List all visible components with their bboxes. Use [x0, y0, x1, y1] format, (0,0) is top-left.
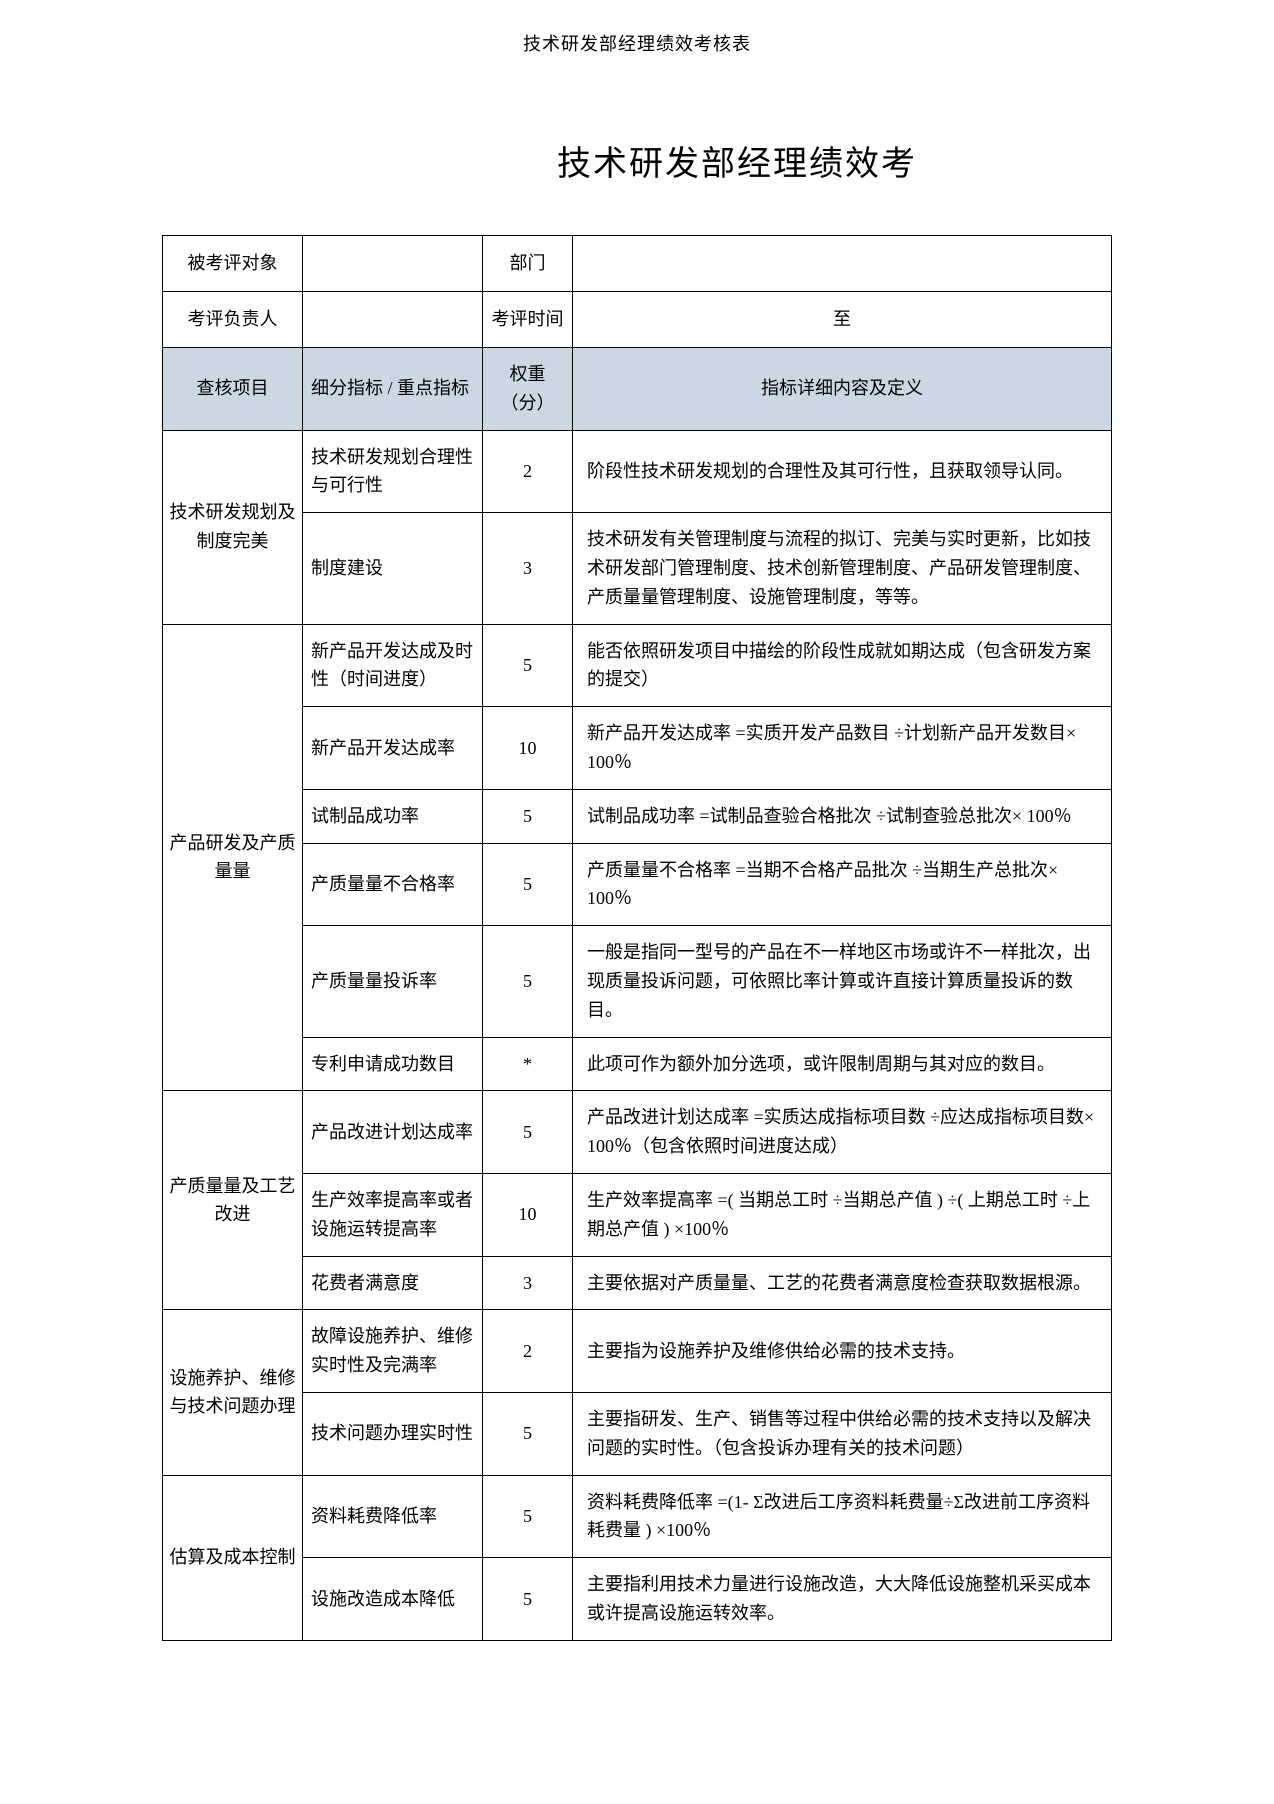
meta-row-reviewer: 考评负责人 考评时间 至 [163, 292, 1112, 348]
weight-cell: 3 [483, 1256, 573, 1310]
description-cell: 主要指研发、生产、销售等过程中供给必需的技术支持以及解决问题的实时性。（包含投诉… [573, 1392, 1112, 1475]
table-row: 产质量量投诉率5一般是指同一型号的产品在不一样地区市场或许不一样批次，出现质量投… [163, 926, 1112, 1037]
category-cell: 技术研发规划及制度完美 [163, 430, 303, 624]
table-row: 专利申请成功数目*此项可作为额外加分选项，或许限制周期与其对应的数目。 [163, 1037, 1112, 1091]
subject-value [303, 236, 483, 292]
reviewer-label: 考评负责人 [163, 292, 303, 348]
col-metric: 细分指标 / 重点指标 [303, 348, 483, 431]
dept-value [573, 236, 1112, 292]
description-cell: 能否依照研发项目中描绘的阶段性成就如期达成（包含研发方案的提交） [573, 624, 1112, 707]
description-cell: 主要依据对产质量量、工艺的花费者满意度检查获取数据根源。 [573, 1256, 1112, 1310]
table-row: 产质量量不合格率5产质量量不合格率 =当期不合格产品批次 ÷当期生产总批次× 1… [163, 843, 1112, 926]
metric-cell: 技术问题办理实时性 [303, 1392, 483, 1475]
col-category: 查核项目 [163, 348, 303, 431]
table-row: 产质量量及工艺改进产品改进计划达成率5产品改进计划达成率 =实质达成指标项目数 … [163, 1091, 1112, 1174]
metric-cell: 新产品开发达成及时性（时间进度） [303, 624, 483, 707]
table-row: 生产效率提高率或者设施运转提高率10生产效率提高率 =( 当期总工时 ÷当期总产… [163, 1173, 1112, 1256]
page-header: 技术研发部经理绩效考核表 [0, 0, 1274, 56]
metric-cell: 产质量量不合格率 [303, 843, 483, 926]
time-to-label: 至 [573, 292, 1112, 348]
table-row: 试制品成功率5试制品成功率 =试制品查验合格批次 ÷试制查验总批次× 100％ [163, 789, 1112, 843]
description-cell: 主要指为设施养护及维修供给必需的技术支持。 [573, 1310, 1112, 1393]
table-row: 花费者满意度3主要依据对产质量量、工艺的花费者满意度检查获取数据根源。 [163, 1256, 1112, 1310]
category-cell: 产质量量及工艺改进 [163, 1091, 303, 1310]
weight-cell: 10 [483, 707, 573, 790]
metric-cell: 故障设施养护、维修实时性及完满率 [303, 1310, 483, 1393]
metric-cell: 产品改进计划达成率 [303, 1091, 483, 1174]
main-title: 技术研发部经理绩效考 [0, 136, 1274, 185]
weight-cell: 3 [483, 513, 573, 624]
description-cell: 生产效率提高率 =( 当期总工时 ÷当期总产值 ) ÷( 上期总工时 ÷上期总产… [573, 1173, 1112, 1256]
table-row: 新产品开发达成率10新产品开发达成率 =实质开发产品数目 ÷计划新产品开发数目×… [163, 707, 1112, 790]
evaluation-table: 被考评对象 部门 考评负责人 考评时间 至 查核项目 细分指标 / 重点指标 权… [162, 235, 1112, 1641]
metric-cell: 花费者满意度 [303, 1256, 483, 1310]
weight-cell: 5 [483, 926, 573, 1037]
category-cell: 估算及成本控制 [163, 1475, 303, 1640]
description-cell: 产质量量不合格率 =当期不合格产品批次 ÷当期生产总批次× 100％ [573, 843, 1112, 926]
subject-label: 被考评对象 [163, 236, 303, 292]
category-cell: 产品研发及产质量量 [163, 624, 303, 1091]
metric-cell: 产质量量投诉率 [303, 926, 483, 1037]
metric-cell: 资料耗费降低率 [303, 1475, 483, 1558]
description-cell: 试制品成功率 =试制品查验合格批次 ÷试制查验总批次× 100％ [573, 789, 1112, 843]
category-cell: 设施养护、维修与技术问题办理 [163, 1310, 303, 1475]
metric-cell: 设施改造成本降低 [303, 1558, 483, 1641]
column-header-row: 查核项目 细分指标 / 重点指标 权重（分） 指标详细内容及定义 [163, 348, 1112, 431]
meta-row-subject: 被考评对象 部门 [163, 236, 1112, 292]
weight-cell: 5 [483, 1091, 573, 1174]
weight-cell: 2 [483, 430, 573, 513]
col-description: 指标详细内容及定义 [573, 348, 1112, 431]
col-weight: 权重（分） [483, 348, 573, 431]
metric-cell: 专利申请成功数目 [303, 1037, 483, 1091]
weight-cell: 5 [483, 1475, 573, 1558]
weight-cell: 5 [483, 789, 573, 843]
metric-cell: 生产效率提高率或者设施运转提高率 [303, 1173, 483, 1256]
weight-cell: 5 [483, 843, 573, 926]
table-row: 设施养护、维修与技术问题办理故障设施养护、维修实时性及完满率2主要指为设施养护及… [163, 1310, 1112, 1393]
description-cell: 主要指利用技术力量进行设施改造，大大降低设施整机采买成本或许提高设施运转效率。 [573, 1558, 1112, 1641]
weight-cell: * [483, 1037, 573, 1091]
table-row: 产品研发及产质量量新产品开发达成及时性（时间进度）5能否依照研发项目中描绘的阶段… [163, 624, 1112, 707]
reviewer-value [303, 292, 483, 348]
weight-cell: 5 [483, 1392, 573, 1475]
metric-cell: 技术研发规划合理性与可行性 [303, 430, 483, 513]
weight-cell: 10 [483, 1173, 573, 1256]
description-cell: 资料耗费降低率 =(1- Σ改进后工序资料耗费量÷Σ改进前工序资料耗费量 ) ×… [573, 1475, 1112, 1558]
table-row: 技术研发规划及制度完美技术研发规划合理性与可行性2阶段性技术研发规划的合理性及其… [163, 430, 1112, 513]
weight-cell: 5 [483, 624, 573, 707]
description-cell: 一般是指同一型号的产品在不一样地区市场或许不一样批次，出现质量投诉问题，可依照比… [573, 926, 1112, 1037]
description-cell: 此项可作为额外加分选项，或许限制周期与其对应的数目。 [573, 1037, 1112, 1091]
description-cell: 新产品开发达成率 =实质开发产品数目 ÷计划新产品开发数目× 100％ [573, 707, 1112, 790]
table-row: 估算及成本控制资料耗费降低率5资料耗费降低率 =(1- Σ改进后工序资料耗费量÷… [163, 1475, 1112, 1558]
metric-cell: 新产品开发达成率 [303, 707, 483, 790]
table-row: 技术问题办理实时性5主要指研发、生产、销售等过程中供给必需的技术支持以及解决问题… [163, 1392, 1112, 1475]
description-cell: 技术研发有关管理制度与流程的拟订、完美与实时更新，比如技术研发部门管理制度、技术… [573, 513, 1112, 624]
metric-cell: 制度建设 [303, 513, 483, 624]
description-cell: 阶段性技术研发规划的合理性及其可行性，且获取领导认同。 [573, 430, 1112, 513]
time-label: 考评时间 [483, 292, 573, 348]
dept-label: 部门 [483, 236, 573, 292]
weight-cell: 5 [483, 1558, 573, 1641]
table-row: 设施改造成本降低5主要指利用技术力量进行设施改造，大大降低设施整机采买成本或许提… [163, 1558, 1112, 1641]
description-cell: 产品改进计划达成率 =实质达成指标项目数 ÷应达成指标项目数× 100％（包含依… [573, 1091, 1112, 1174]
table-row: 制度建设3技术研发有关管理制度与流程的拟订、完美与实时更新，比如技术研发部门管理… [163, 513, 1112, 624]
weight-cell: 2 [483, 1310, 573, 1393]
metric-cell: 试制品成功率 [303, 789, 483, 843]
